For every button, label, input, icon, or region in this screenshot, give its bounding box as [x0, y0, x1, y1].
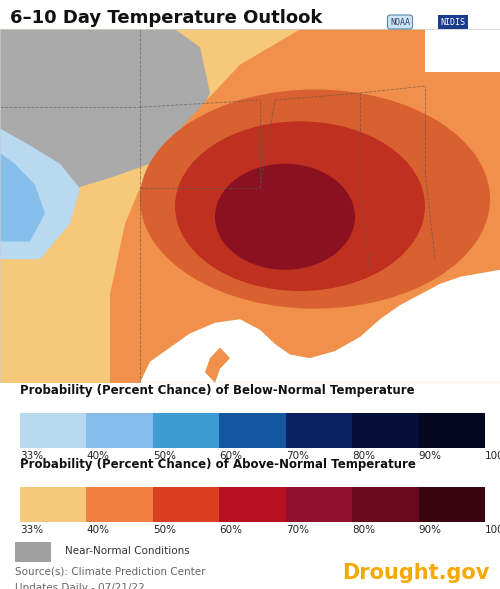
Text: 33%: 33%: [20, 451, 43, 461]
Bar: [352, 413, 418, 448]
Text: 33%: 33%: [20, 525, 43, 535]
Polygon shape: [0, 29, 500, 383]
Text: NIDIS: NIDIS: [440, 18, 465, 27]
Text: 50%: 50%: [153, 525, 176, 535]
Text: 80%: 80%: [352, 451, 375, 461]
Polygon shape: [110, 29, 500, 383]
Polygon shape: [0, 128, 80, 259]
Text: Probability (Percent Chance) of Above-Normal Temperature: Probability (Percent Chance) of Above-No…: [20, 458, 416, 471]
Text: Source(s): Climate Prediction Center: Source(s): Climate Prediction Center: [15, 567, 206, 577]
Bar: [86, 487, 153, 522]
Text: 80%: 80%: [352, 525, 375, 535]
Polygon shape: [140, 270, 500, 383]
Bar: [220, 413, 286, 448]
Bar: [286, 413, 352, 448]
Text: 90%: 90%: [418, 525, 442, 535]
Text: 70%: 70%: [286, 451, 308, 461]
Text: 60%: 60%: [220, 451, 242, 461]
Bar: [20, 487, 86, 522]
Text: 100%: 100%: [485, 525, 500, 535]
Bar: [418, 487, 485, 522]
Polygon shape: [0, 153, 45, 241]
Polygon shape: [425, 29, 500, 72]
Bar: [220, 487, 286, 522]
Ellipse shape: [140, 90, 490, 309]
Polygon shape: [0, 29, 500, 383]
Text: 6–10 Day Temperature Outlook: 6–10 Day Temperature Outlook: [10, 8, 322, 27]
Bar: [352, 487, 418, 522]
Text: 100%: 100%: [485, 451, 500, 461]
Text: Updates Daily - 07/21/22: Updates Daily - 07/21/22: [15, 583, 145, 589]
Text: 90%: 90%: [418, 451, 442, 461]
Bar: [286, 487, 352, 522]
Text: 50%: 50%: [153, 451, 176, 461]
Text: 40%: 40%: [86, 525, 110, 535]
Bar: [15, 542, 50, 561]
Bar: [153, 487, 220, 522]
Bar: [20, 413, 86, 448]
Text: Drought.gov: Drought.gov: [342, 563, 490, 583]
Polygon shape: [0, 29, 210, 199]
Ellipse shape: [175, 121, 425, 291]
Bar: [86, 413, 153, 448]
Bar: [418, 413, 485, 448]
Text: Near-Normal Conditions: Near-Normal Conditions: [65, 546, 190, 556]
Text: 60%: 60%: [220, 525, 242, 535]
Text: 40%: 40%: [86, 451, 110, 461]
Text: 70%: 70%: [286, 525, 308, 535]
Bar: [153, 413, 220, 448]
Ellipse shape: [215, 164, 355, 270]
Polygon shape: [205, 348, 230, 383]
Text: NOAA: NOAA: [390, 18, 410, 27]
Text: Probability (Percent Chance) of Below-Normal Temperature: Probability (Percent Chance) of Below-No…: [20, 385, 414, 398]
